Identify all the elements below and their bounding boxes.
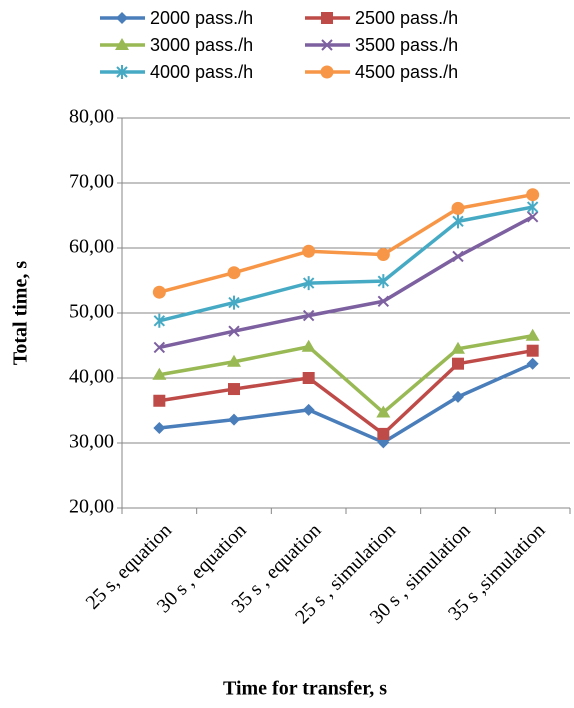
- marker: [452, 390, 464, 403]
- y-tick-label: 40,00: [69, 366, 114, 388]
- y-tick-label: 30,00: [69, 431, 114, 453]
- x-axis-title: Time for transfer, s: [223, 678, 387, 700]
- marker: [302, 309, 315, 322]
- marker: [376, 248, 390, 261]
- marker: [302, 276, 315, 291]
- legend-label: 3500 pass./h: [355, 35, 458, 55]
- legend-label: 4500 pass./h: [355, 62, 458, 82]
- y-tick-label: 80,00: [69, 106, 114, 128]
- series-line: [158, 205, 533, 323]
- marker: [153, 394, 166, 407]
- marker: [377, 295, 390, 308]
- marker: [452, 357, 464, 370]
- marker: [228, 383, 240, 396]
- marker: [228, 295, 240, 310]
- marker: [228, 413, 240, 426]
- series-line: [159, 348, 533, 437]
- legend-marker: [116, 12, 128, 24]
- legend-label: 3000 pass./h: [150, 35, 253, 55]
- marker: [153, 313, 166, 328]
- marker: [301, 339, 316, 352]
- marker: [377, 427, 390, 440]
- marker: [302, 403, 315, 416]
- marker: [153, 422, 166, 435]
- marker: [451, 201, 465, 215]
- marker: [525, 328, 540, 341]
- marker: [152, 367, 167, 380]
- legend-marker: [116, 65, 128, 79]
- marker: [152, 285, 166, 299]
- marker: [227, 266, 241, 280]
- legend-marker: [320, 65, 334, 79]
- marker: [302, 372, 315, 384]
- marker: [228, 325, 240, 337]
- legend-label: 4000 pass./h: [150, 62, 253, 82]
- marker: [526, 357, 539, 370]
- y-tick-label: 20,00: [69, 496, 114, 518]
- marker: [302, 244, 316, 258]
- marker: [227, 354, 241, 367]
- marker: [452, 250, 464, 263]
- marker: [376, 405, 391, 418]
- marker: [526, 211, 539, 223]
- series-line: [159, 362, 534, 445]
- legend-label: 2500 pass./h: [355, 8, 458, 28]
- y-axis-title: Total time, s: [10, 261, 32, 365]
- legend-marker: [321, 39, 333, 51]
- marker: [451, 341, 465, 354]
- y-tick-label: 70,00: [69, 171, 114, 193]
- marker: [526, 344, 539, 357]
- marker: [377, 274, 390, 289]
- series-line: [158, 215, 534, 350]
- y-tick-label: 50,00: [69, 301, 114, 323]
- series-line: [158, 192, 533, 294]
- marker: [526, 188, 540, 202]
- marker: [153, 341, 166, 354]
- series-line: [159, 334, 533, 415]
- legend-label: 2000 pass./h: [150, 8, 253, 28]
- legend-marker: [321, 12, 333, 24]
- marker: [452, 214, 464, 229]
- legend-marker: [115, 38, 129, 50]
- marker: [526, 200, 539, 215]
- y-tick-label: 60,00: [69, 236, 114, 258]
